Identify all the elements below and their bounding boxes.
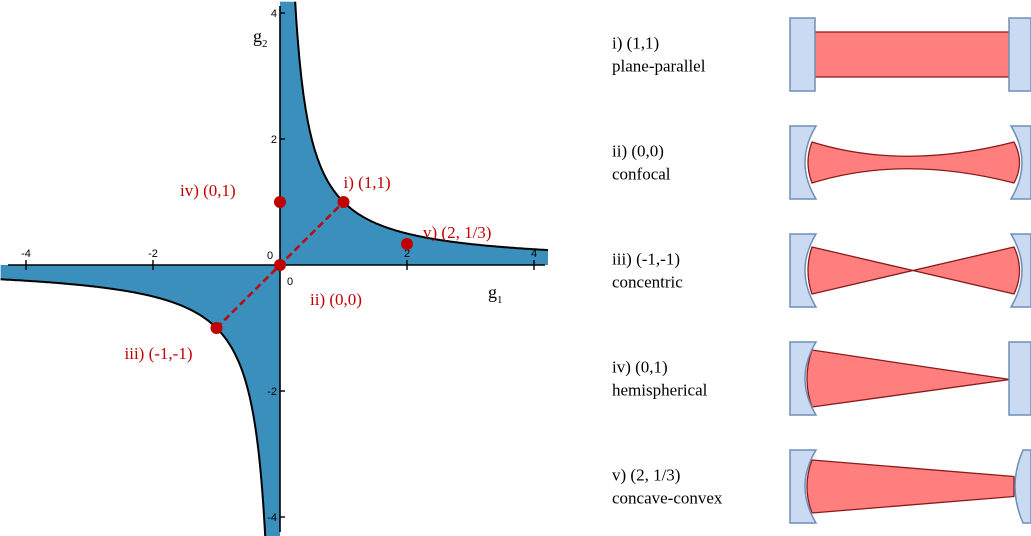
point-label-iv: iv) (0,1): [180, 181, 236, 200]
x-tick-label: 2: [404, 248, 410, 260]
g1-axis-label: g1: [488, 282, 503, 306]
point-v: [401, 238, 413, 251]
beam-i: [813, 31, 1011, 78]
point-label-iii: iii) (-1,-1): [125, 344, 193, 363]
origin-label-x: 0: [287, 276, 293, 288]
point-ii: [274, 259, 286, 271]
x-tick-label: -2: [148, 248, 158, 260]
right-mirror: [1014, 449, 1031, 524]
point-label-ii: ii) (0,0): [310, 290, 362, 309]
beam-iii: [807, 246, 1021, 295]
point-label-v: v) (2, 1/3): [423, 223, 491, 242]
y-tick-label: 4: [271, 8, 277, 20]
right-mirror: [1009, 233, 1031, 308]
point-label-i: i) (1,1): [344, 173, 391, 192]
config-row-ii: ii) (0,0) confocal: [612, 125, 1031, 200]
y-tick-label: -4: [267, 512, 277, 524]
g2-axis-label: g2: [253, 26, 268, 50]
point-iii: [210, 322, 223, 334]
y-tick-label: -2: [267, 386, 277, 398]
point-iv: [274, 196, 286, 208]
config-coords: ii) (0,0): [612, 142, 664, 161]
right-mirror: [1008, 341, 1031, 416]
beam-iv: [806, 349, 1011, 408]
axis-ticks: -4 -2 2 4 4 2 -2 -4 0 0: [21, 8, 537, 524]
config-coords: i) (1,1): [612, 34, 659, 53]
right-mirror: [1008, 17, 1031, 92]
stable-region-negative: [0, 265, 280, 536]
config-coords: iii) (-1,-1): [612, 250, 680, 269]
config-row-iv: iv) (0,1) hemispherical: [612, 341, 1031, 416]
config-name: plane-parallel: [612, 57, 706, 76]
point-i: [337, 196, 350, 208]
config-row-v: v) (2, 1/3) concave-convex: [612, 449, 1031, 524]
x-tick-label: 4: [531, 248, 537, 260]
resonator-points: i) (1,1) ii) (0,0) iii) (-1,-1) iv) (0,1) v)…: [125, 173, 492, 363]
origin-label-y: 0: [267, 250, 273, 262]
config-row-i: i) (1,1) plane-parallel: [612, 17, 1031, 92]
left-mirror: [789, 125, 818, 200]
beam-ii: [807, 141, 1021, 184]
config-name: concentric: [612, 273, 683, 292]
config-name: concave-convex: [612, 489, 723, 508]
beam-v: [806, 459, 1015, 514]
left-mirror: [789, 449, 818, 524]
boundary-curve-negative: [0, 278, 267, 536]
config-name: confocal: [612, 165, 671, 184]
stability-diagram: -4 -2 2 4 4 2 -2 -4 0 0 i) (1,1) ii) (0,0) iii) (-1…: [0, 1, 549, 536]
config-coords: iv) (0,1): [612, 358, 668, 377]
boundary-curve-positive: [294, 1, 549, 252]
config-coords: v) (2, 1/3): [612, 466, 680, 485]
right-mirror: [1009, 125, 1031, 200]
left-mirror: [789, 233, 818, 308]
config-name: hemispherical: [612, 381, 708, 400]
left-mirror: [789, 17, 816, 92]
left-mirror: [789, 341, 818, 416]
x-tick-label: -4: [21, 248, 31, 260]
y-tick-label: 2: [271, 134, 277, 146]
config-row-iii: iii) (-1,-1) concentric: [612, 233, 1031, 308]
